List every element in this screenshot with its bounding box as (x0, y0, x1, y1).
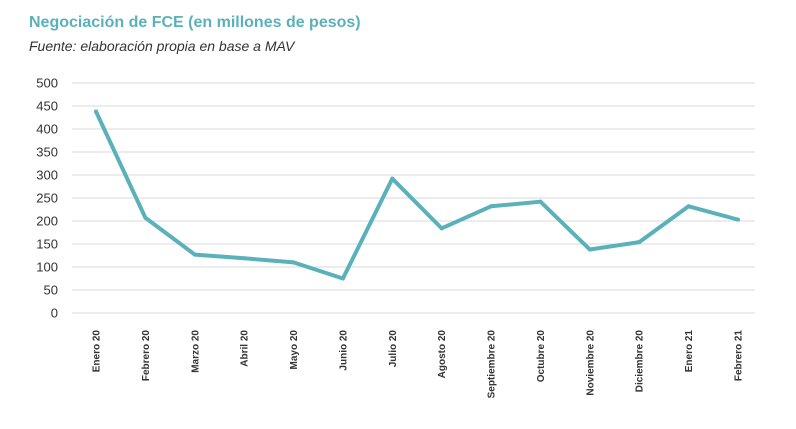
x-tick-label: Enero 20 (92, 330, 103, 373)
x-tick-label: Octubre 20 (536, 330, 547, 383)
y-tick-label: 350 (36, 145, 58, 160)
y-tick-label: 300 (36, 168, 58, 183)
x-axis-ticks: Enero 20 Febrero 20 Marzo 20 Abril 20 Mayo 2… (92, 330, 745, 399)
data-point (291, 260, 296, 265)
data-point (489, 204, 494, 209)
x-tick-label: Febrero 21 (734, 330, 745, 382)
x-tick-label: Diciembre 20 (635, 330, 646, 393)
gridlines (72, 82, 755, 314)
y-tick-label: 100 (36, 260, 58, 275)
x-tick-label: Febrero 20 (141, 330, 152, 382)
x-tick-label: Junio 20 (338, 330, 349, 371)
x-tick-label: Agosto 20 (437, 330, 448, 379)
y-tick-label: 50 (44, 283, 58, 298)
data-point (439, 226, 444, 231)
y-axis-ticks: 0 50 100 150 200 250 300 350 400 450 500 (36, 76, 58, 321)
chart-subtitle: Fuente: elaboración propia en base a MAV (29, 38, 295, 54)
x-tick-label: Abril 20 (240, 330, 251, 367)
y-tick-label: 500 (36, 76, 58, 91)
data-point (340, 276, 345, 281)
data-point (637, 240, 642, 245)
series-line (94, 109, 740, 281)
y-tick-label: 0 (51, 306, 58, 321)
data-point (94, 109, 98, 114)
data-point (736, 217, 740, 222)
x-tick-label: Julio 20 (388, 330, 399, 368)
y-tick-label: 150 (36, 237, 58, 252)
data-point (686, 204, 691, 209)
data-point (242, 256, 247, 261)
data-point (390, 176, 395, 181)
y-tick-label: 200 (36, 214, 58, 229)
x-tick-label: Mayo 20 (289, 330, 300, 370)
x-tick-label: Septiembre 20 (487, 330, 498, 399)
data-point (143, 215, 148, 220)
series-layer (94, 109, 740, 281)
data-point (587, 247, 592, 252)
y-tick-label: 400 (36, 122, 58, 137)
data-point (192, 252, 197, 257)
x-tick-label: Marzo 20 (190, 330, 201, 373)
x-tick-label: Enero 21 (684, 330, 695, 373)
y-tick-label: 250 (36, 191, 58, 206)
x-tick-label: Noviembre 20 (585, 330, 596, 396)
data-point (538, 199, 543, 204)
chart-title: Negociación de FCE (en millones de pesos… (29, 14, 361, 31)
y-tick-label: 450 (36, 99, 58, 114)
